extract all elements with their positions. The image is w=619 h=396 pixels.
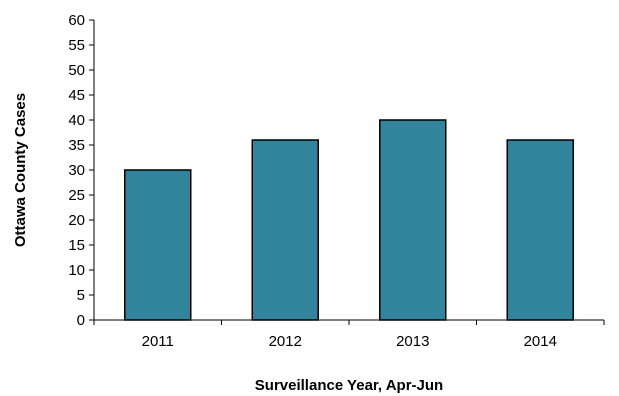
y-tick-label: 30 bbox=[68, 162, 85, 179]
x-axis-title: Surveillance Year, Apr-Jun bbox=[255, 377, 443, 394]
y-tick-label: 55 bbox=[68, 37, 85, 54]
y-tick-label: 10 bbox=[68, 262, 85, 279]
bar-2012 bbox=[251, 139, 319, 321]
y-tick-label: 60 bbox=[68, 12, 85, 29]
x-tick-label: 2012 bbox=[269, 333, 302, 350]
y-tick-label: 5 bbox=[77, 287, 85, 304]
bar-2011 bbox=[124, 169, 192, 321]
y-axis-ticks: 0 5 10 15 20 25 30 35 40 45 50 55 60 bbox=[68, 12, 94, 329]
bar-2014 bbox=[506, 139, 574, 321]
y-axis-title: Ottawa County Cases bbox=[12, 93, 29, 247]
y-tick-label: 0 bbox=[77, 312, 85, 329]
y-tick-label: 50 bbox=[68, 62, 85, 79]
y-tick-label: 20 bbox=[68, 212, 85, 229]
x-tick-label: 2011 bbox=[142, 333, 174, 350]
x-tick-label: 2013 bbox=[396, 333, 429, 350]
y-tick-label: 15 bbox=[68, 237, 85, 254]
y-tick-label: 25 bbox=[68, 187, 85, 204]
x-tick-label: 2014 bbox=[524, 333, 557, 350]
bars bbox=[124, 119, 574, 321]
y-tick-label: 45 bbox=[68, 87, 85, 104]
y-tick-label: 35 bbox=[68, 137, 85, 154]
y-tick-label: 40 bbox=[68, 112, 85, 129]
x-axis-ticks: 2011 2012 2013 2014 bbox=[93, 320, 605, 350]
bar-2013 bbox=[379, 119, 447, 321]
